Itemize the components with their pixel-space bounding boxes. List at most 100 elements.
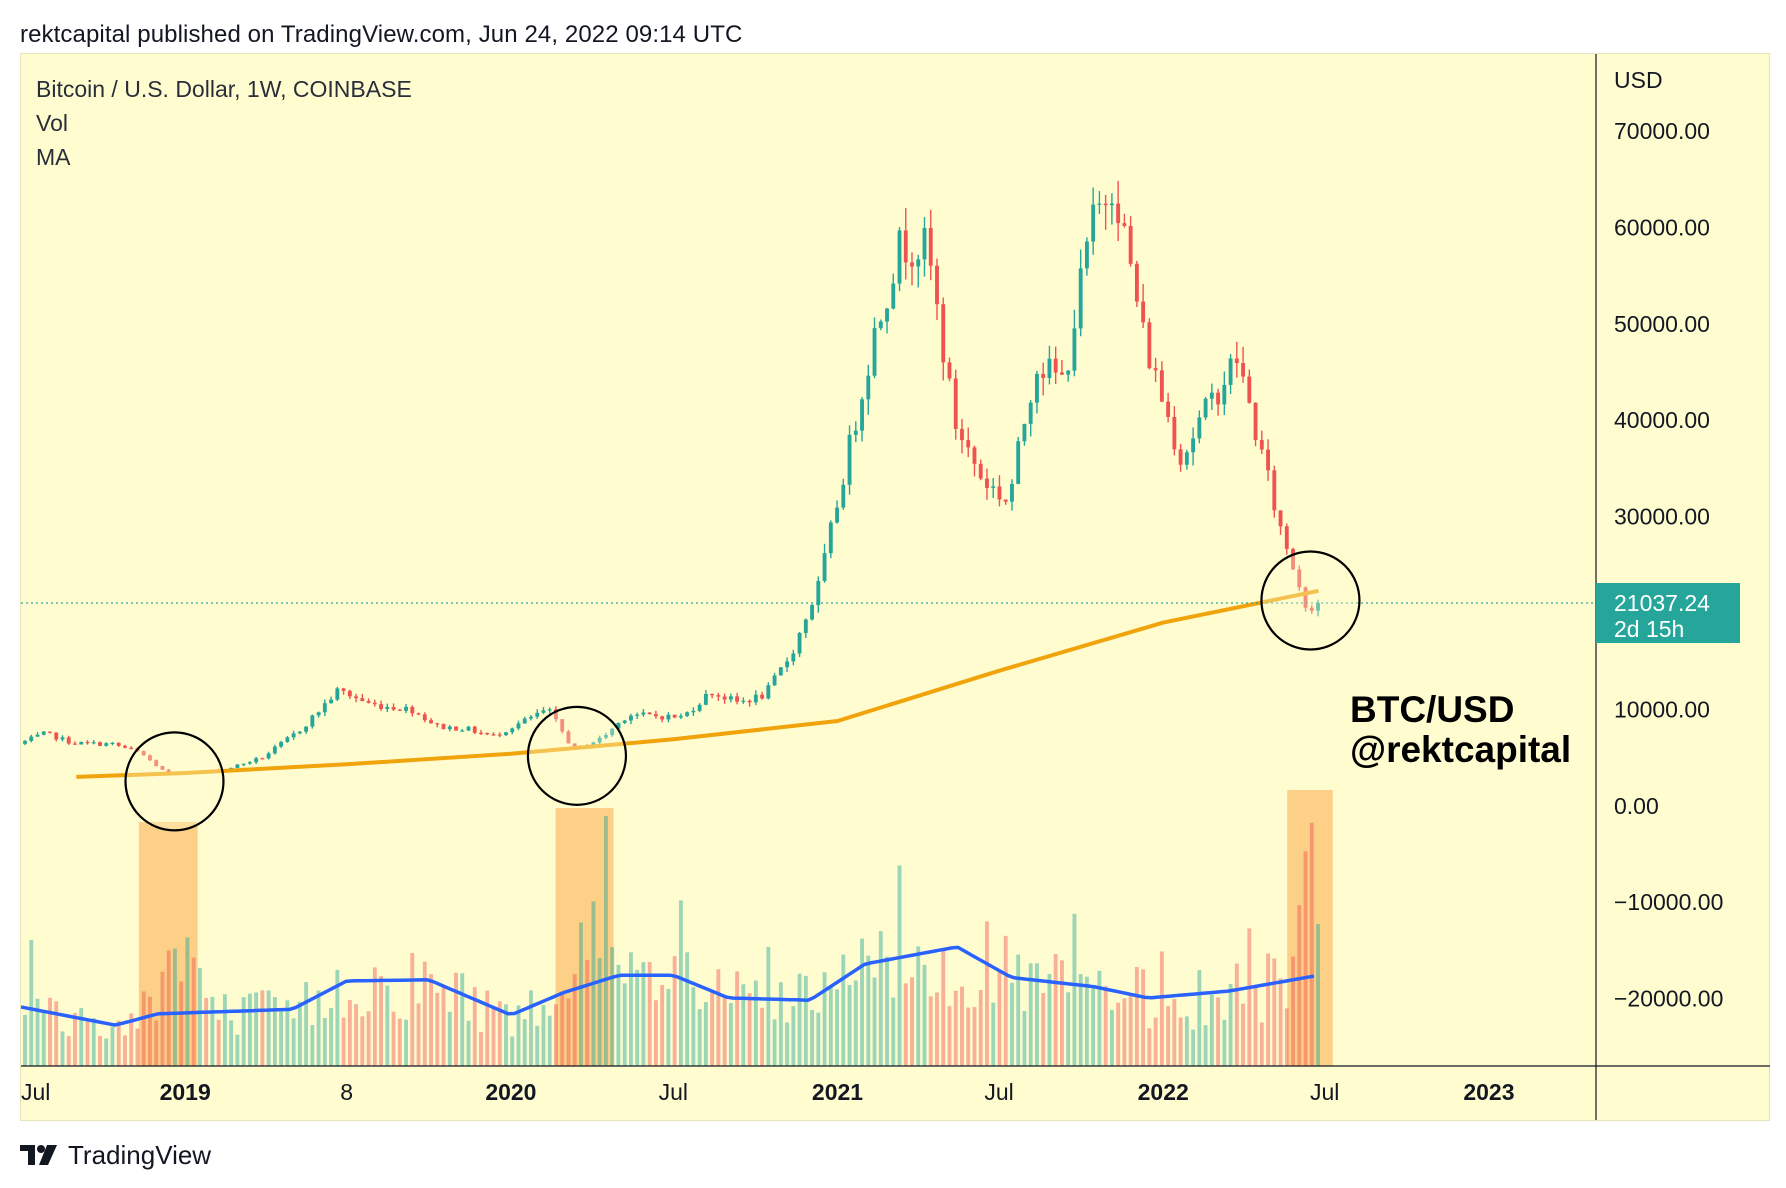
y-axis-unit: USD [1614, 67, 1663, 93]
price-candle [141, 750, 146, 756]
symbol-legend[interactable]: Bitcoin / U.S. Dollar, 1W, COINBASE [36, 76, 412, 102]
price-candle [1309, 605, 1314, 614]
volume-bar [985, 921, 989, 1066]
chart-pane[interactable] [20, 53, 1770, 1121]
price-candle [1166, 392, 1171, 423]
volume-bar [416, 1003, 421, 1066]
volume-bar [772, 1019, 777, 1066]
volume-bar [410, 952, 415, 1066]
price-candle [1022, 423, 1027, 446]
price-candle [822, 543, 827, 583]
volume-bar [322, 1017, 327, 1066]
tradingview-brand[interactable]: TradingView [20, 1140, 211, 1171]
volume-bar [210, 996, 215, 1066]
price-candle [66, 735, 71, 745]
volume-bar [29, 940, 34, 1066]
volume-bar [972, 1006, 977, 1066]
volume-bar [1035, 963, 1039, 1066]
volume-bar [241, 997, 246, 1066]
price-candle [123, 744, 127, 749]
volume-bar [23, 1014, 27, 1066]
price-candle [404, 703, 408, 714]
volume-bar [141, 991, 146, 1066]
price-candle [816, 576, 821, 613]
price-candle [1259, 430, 1264, 454]
volume-highlight-zone [555, 808, 614, 1066]
price-candle [853, 421, 858, 443]
volume-bar [310, 1025, 315, 1066]
price-candle [810, 603, 815, 621]
y-tick-label: 50000.00 [1614, 311, 1710, 337]
volume-bar [710, 990, 715, 1066]
volume-bar [229, 1020, 234, 1066]
price-candle [441, 723, 446, 730]
price-candle [1134, 260, 1139, 307]
price-candle [341, 687, 346, 695]
price-candle [1016, 436, 1021, 485]
volume-bar [672, 956, 677, 1066]
price-candle [354, 693, 359, 703]
volume-bar [722, 996, 727, 1066]
volume-bar [785, 1022, 790, 1066]
volume-bar [797, 973, 802, 1066]
volume-bar [216, 1019, 221, 1066]
volume-bar [222, 994, 227, 1066]
price-candle [422, 712, 427, 723]
volume-bar [1072, 913, 1077, 1066]
volume-bar [1141, 969, 1146, 1066]
price-candle [760, 691, 765, 700]
volume-bar [429, 974, 433, 1066]
price-candle [672, 714, 677, 719]
volume-bar [116, 1020, 121, 1066]
price-candle [1153, 357, 1158, 383]
volume-bar [197, 968, 202, 1066]
price-candle [279, 740, 284, 749]
annotation-author: @rektcapital [1350, 729, 1571, 770]
price-candle [148, 754, 152, 762]
price-candle [966, 427, 971, 458]
volume-bar [1266, 953, 1270, 1066]
price-candle [1272, 465, 1277, 518]
price-candle [1047, 345, 1052, 385]
price-candle [310, 714, 315, 729]
volume-bar [85, 1021, 90, 1066]
volume-bar [1109, 1010, 1114, 1066]
volume-bar [1178, 1017, 1183, 1066]
price-candle [622, 719, 627, 725]
volume-bar [1209, 994, 1214, 1066]
price-candle [1035, 371, 1039, 414]
price-candle [1041, 362, 1046, 396]
ma-legend[interactable]: MA [36, 144, 71, 170]
volume-bar [860, 938, 864, 1066]
price-candle [1141, 283, 1146, 328]
annotation-pair: BTC/USD [1350, 689, 1514, 730]
price-candle [747, 699, 752, 707]
volume-bar [148, 996, 152, 1066]
volume-bar [1216, 997, 1221, 1066]
price-candle [660, 715, 665, 723]
volume-bar [372, 967, 377, 1066]
price-candle [54, 732, 59, 742]
price-candle [285, 736, 290, 743]
volume-bar [922, 964, 927, 1066]
ma-200w-line [76, 588, 1319, 779]
price-candle [710, 693, 715, 699]
volume-bar [435, 992, 440, 1066]
price-candle [1147, 318, 1152, 370]
price-candle [1159, 361, 1164, 403]
volume-bar [1166, 1006, 1171, 1066]
volume-bar [928, 996, 933, 1066]
price-candle [1278, 510, 1283, 535]
volume-bar [685, 952, 690, 1066]
price-candle [785, 657, 790, 673]
volume-bar [73, 1013, 77, 1066]
price-candle [1122, 213, 1127, 228]
volume-bar [728, 1003, 733, 1066]
y-tick-label: −10000.00 [1614, 889, 1723, 915]
volume-bar [822, 972, 827, 1066]
price-candle [985, 468, 989, 500]
volume-legend[interactable]: Vol [36, 110, 68, 136]
ma-touch-circle [124, 731, 225, 832]
